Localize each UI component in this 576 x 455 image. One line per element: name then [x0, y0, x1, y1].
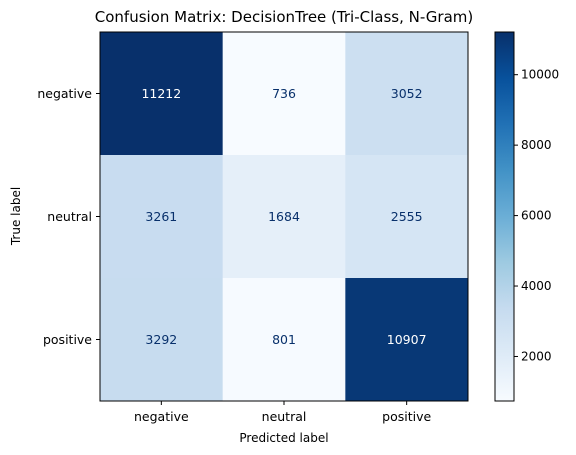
colorbar-tick-label: 6000: [521, 209, 552, 223]
colorbar: [494, 31, 515, 402]
cell-value-label: 11212: [141, 86, 181, 101]
heatmap-cells: [100, 32, 469, 402]
heatmap-cell: [345, 278, 469, 402]
cell-value-label: 3292: [145, 332, 177, 347]
cell-value-label: 3261: [145, 209, 177, 224]
x-tick-label: positive: [382, 409, 431, 424]
y-axis-ticks: negative neutral positive: [37, 86, 100, 347]
y-tick-label: neutral: [47, 209, 92, 224]
x-tick-label: negative: [134, 409, 189, 424]
colorbar-tick-label: 8000: [521, 138, 552, 152]
chart-title: Confusion Matrix: DecisionTree (Tri-Clas…: [95, 8, 474, 26]
x-tick-label: neutral: [262, 409, 307, 424]
cell-value-label: 3052: [391, 86, 423, 101]
heatmap-cell: [222, 155, 346, 279]
heatmap-cell: [100, 155, 224, 279]
heatmap-cell-labels: 11212 736 3052 3261 1684 2555 3292 801 10907: [141, 86, 426, 347]
heatmap-cell: [222, 278, 346, 402]
colorbar-tick-label: 2000: [521, 349, 552, 363]
colorbar-tick-label: 10000: [521, 68, 559, 82]
heatmap-cell: [100, 32, 224, 156]
y-tick-label: negative: [37, 86, 92, 101]
heatmap-cell: [222, 32, 346, 156]
x-axis-ticks: negative neutral positive: [134, 401, 431, 424]
cell-value-label: 736: [272, 86, 296, 101]
y-axis-label: True label: [9, 187, 23, 246]
heatmap-cell: [345, 32, 469, 156]
cell-value-label: 801: [272, 332, 296, 347]
heatmap-cell: [345, 155, 469, 279]
cell-value-label: 10907: [387, 332, 427, 347]
colorbar-ticks: 2000 4000 6000 8000 10000: [514, 68, 559, 363]
heatmap-cell: [100, 278, 224, 402]
colorbar-tick-label: 4000: [521, 279, 552, 293]
cell-value-label: 2555: [391, 209, 423, 224]
x-axis-label: Predicted label: [239, 431, 328, 445]
cell-value-label: 1684: [268, 209, 300, 224]
y-tick-label: positive: [43, 332, 92, 347]
